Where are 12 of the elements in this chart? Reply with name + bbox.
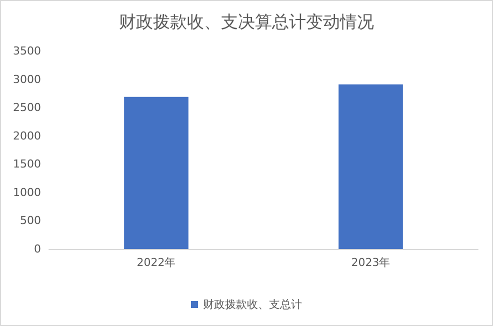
legend-label: 财政拨款收、支总计 — [203, 298, 302, 311]
y-tick-label: 2500 — [13, 101, 41, 114]
y-tick-label: 3500 — [13, 44, 41, 58]
y-tick-label: 500 — [20, 214, 41, 228]
y-tick-label: 1500 — [13, 158, 41, 171]
y-tick-label: 0 — [34, 242, 41, 256]
x-tick-label: 2023年 — [351, 256, 390, 269]
x-tick-label: 2022年 — [136, 256, 176, 269]
y-tick-label: 1000 — [13, 186, 41, 199]
y-tick-label: 2000 — [13, 129, 41, 142]
y-tick-label: 3000 — [13, 72, 41, 86]
chart-title: 财政拨款收、支决算总计变动情况 — [119, 12, 374, 32]
